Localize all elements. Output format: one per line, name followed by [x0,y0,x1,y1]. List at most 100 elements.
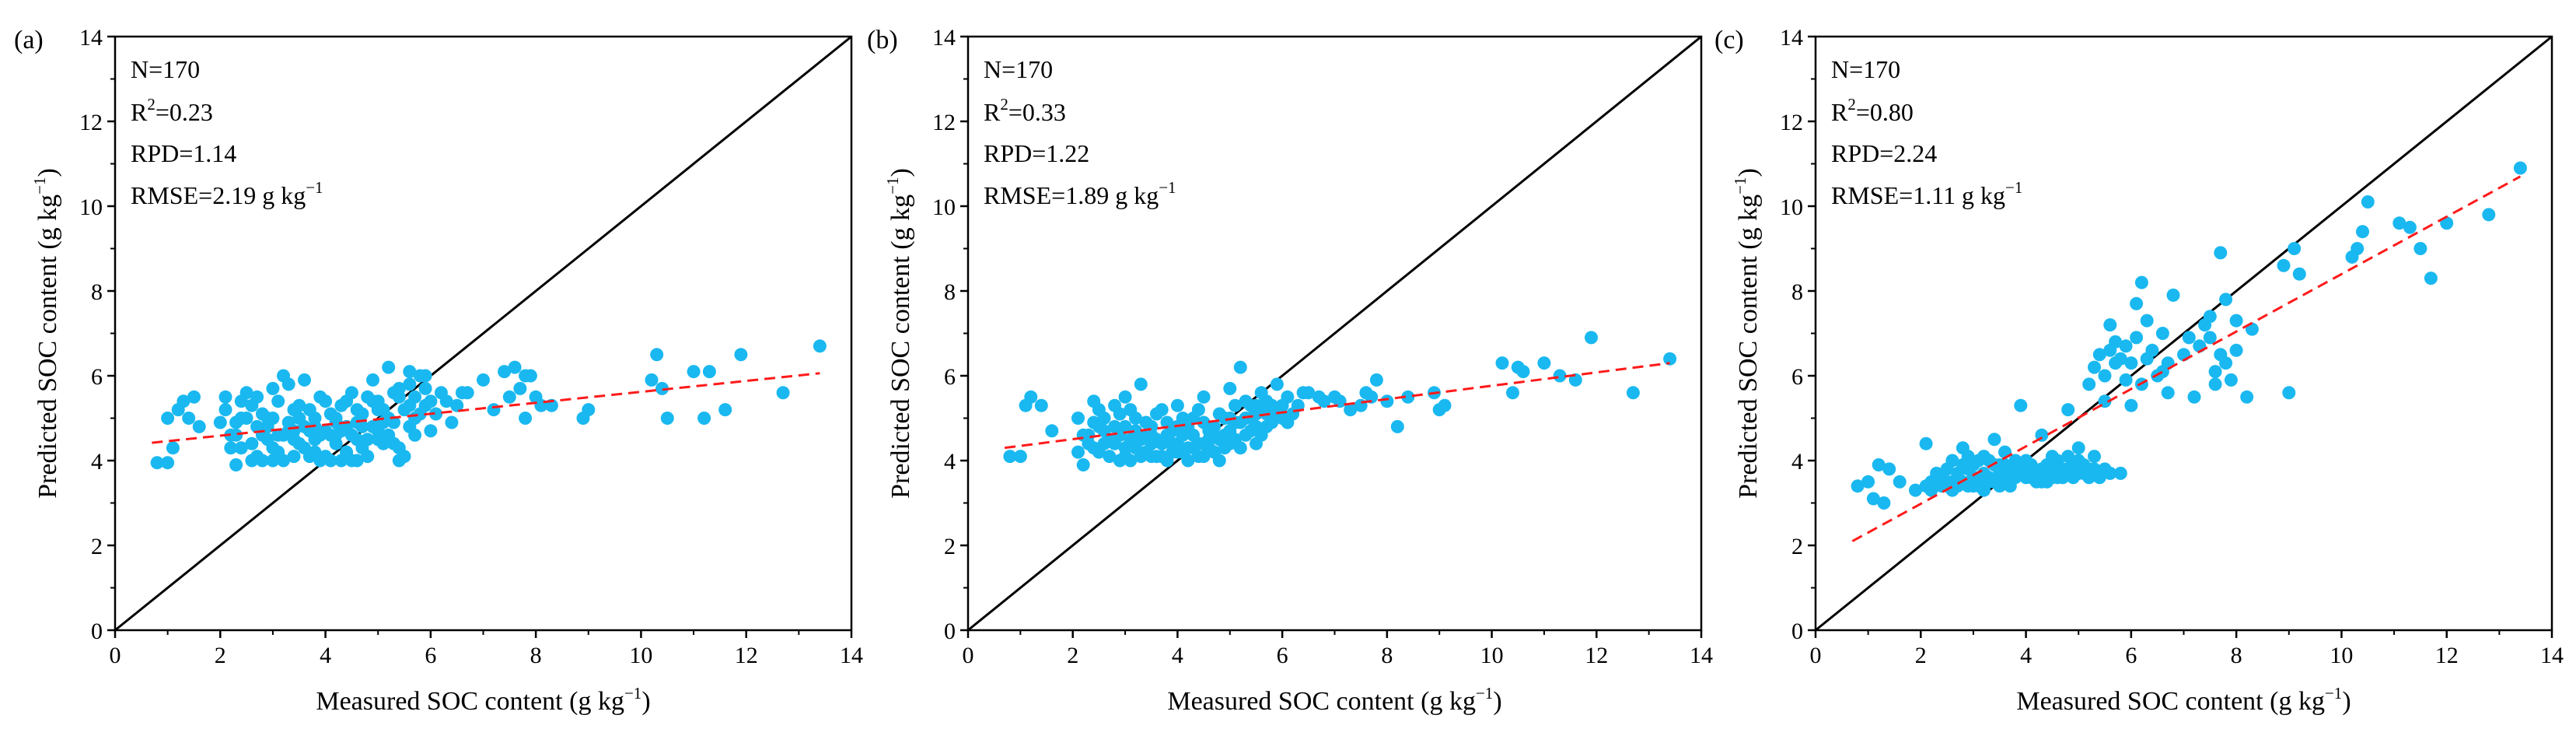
x-axis-title-text: Measured SOC content (g kg [1167,687,1476,716]
data-point [660,412,674,425]
data-point [2088,360,2101,374]
data-point [224,441,238,455]
data-point [366,419,379,433]
fit-line [152,372,820,444]
x-tick-label: 2 [215,643,226,668]
data-point [1919,436,1933,450]
data-point [371,394,385,408]
data-point [1972,454,1986,468]
data-point [1250,398,1263,412]
data-point [1170,398,1184,412]
data-point [1045,424,1059,438]
one-to-one-line [1815,35,2553,632]
data-point [2214,246,2228,260]
data-point [2288,242,2302,255]
stat-r2-exponent: 2 [1000,95,1008,114]
data-point [2092,348,2106,362]
x-axis-title: Measured SOC content (g kg−1) [2016,684,2351,716]
data-point [298,373,311,387]
y-axis-title-paren: ) [886,168,915,177]
data-point [2071,454,2085,468]
data-point [1071,445,1085,459]
stat-rpd-text: RPD=1.22 [984,139,1089,167]
stat-r2-exponent: 2 [1847,95,1856,114]
data-point [2145,343,2159,357]
data-point [1181,441,1195,455]
data-point [418,381,432,395]
data-point [2166,288,2180,302]
data-point [424,424,438,438]
data-point [1134,450,1148,464]
x-tick-label: 0 [110,643,121,668]
data-point [1076,428,1090,442]
y-axis-title-text: Predicted SOC content (g kg [886,195,915,499]
data-point [287,450,301,464]
panel-label-text: (c) [1714,26,1744,54]
data-point [2061,403,2075,417]
data-point [429,407,443,421]
data-point [413,407,427,421]
data-point [266,381,280,395]
data-point [1882,462,1896,476]
data-point [1160,454,1174,468]
x-tick-label: 2 [1067,643,1078,668]
data-point [1034,398,1048,412]
y-tick-text: 0 [1791,619,1803,644]
data-point [1401,390,1415,404]
data-point [1432,403,1446,417]
stat-rmse-exponent: −1 [1159,178,1176,197]
x-axis-title-exponent: −1 [624,684,641,703]
stat-r2-exponent: 2 [147,95,156,114]
data-point [2203,310,2217,324]
data-point [1296,386,1310,400]
data-point [687,365,701,379]
data-point [2229,314,2243,328]
x-tick-label: 10 [629,643,652,668]
data-point [487,403,501,417]
data-point [734,348,748,362]
x-tick-text: 4 [1172,643,1183,668]
data-point [2140,314,2154,328]
data-point [1861,475,1875,489]
data-point [2014,398,2028,412]
data-point [1191,403,1205,417]
x-tick-text: 2 [1915,643,1927,668]
y-axis-title: Predicted SOC content (g kg−1) [30,168,62,499]
data-point [1170,445,1184,459]
data-point [1961,450,1975,464]
data-point [1877,496,1891,510]
y-axis-title: Predicted SOC content (g kg−1) [883,168,915,499]
data-point [1145,428,1159,442]
data-point [2203,331,2217,345]
y-axis-title-paren: ) [1734,168,1763,177]
data-point [2513,161,2527,175]
data-point [2277,258,2291,272]
data-point [287,424,301,438]
fit-line [1851,175,2522,542]
data-point [340,394,354,408]
y-tick-text: 2 [1791,534,1803,559]
data-point [1585,331,1598,345]
data-point [1134,377,1148,391]
stat-r2: R2=0.23 [131,95,213,126]
data-point [450,398,464,412]
x-tick-label: 4 [1172,643,1183,668]
y-tick-text: 14 [1780,25,1803,51]
panel-label: (a) [14,26,44,54]
x-tick-text: 14 [2540,643,2564,668]
data-point [2119,339,2133,353]
data-point [382,360,396,374]
data-point [1270,377,1284,391]
y-tick-label: 12 [932,110,956,135]
data-point [2113,352,2127,366]
data-point [266,441,280,455]
x-tick-text: 14 [1690,643,1713,668]
stat-r2-value: =0.80 [1856,98,1914,126]
data-point [1103,450,1117,464]
data-point [2292,267,2306,281]
y-tick-label: 10 [932,195,956,220]
stat-n: N=170 [1831,55,1900,83]
x-tick-text: 10 [1480,643,1504,668]
y-tick-text: 8 [1791,279,1803,305]
data-point [382,412,396,425]
